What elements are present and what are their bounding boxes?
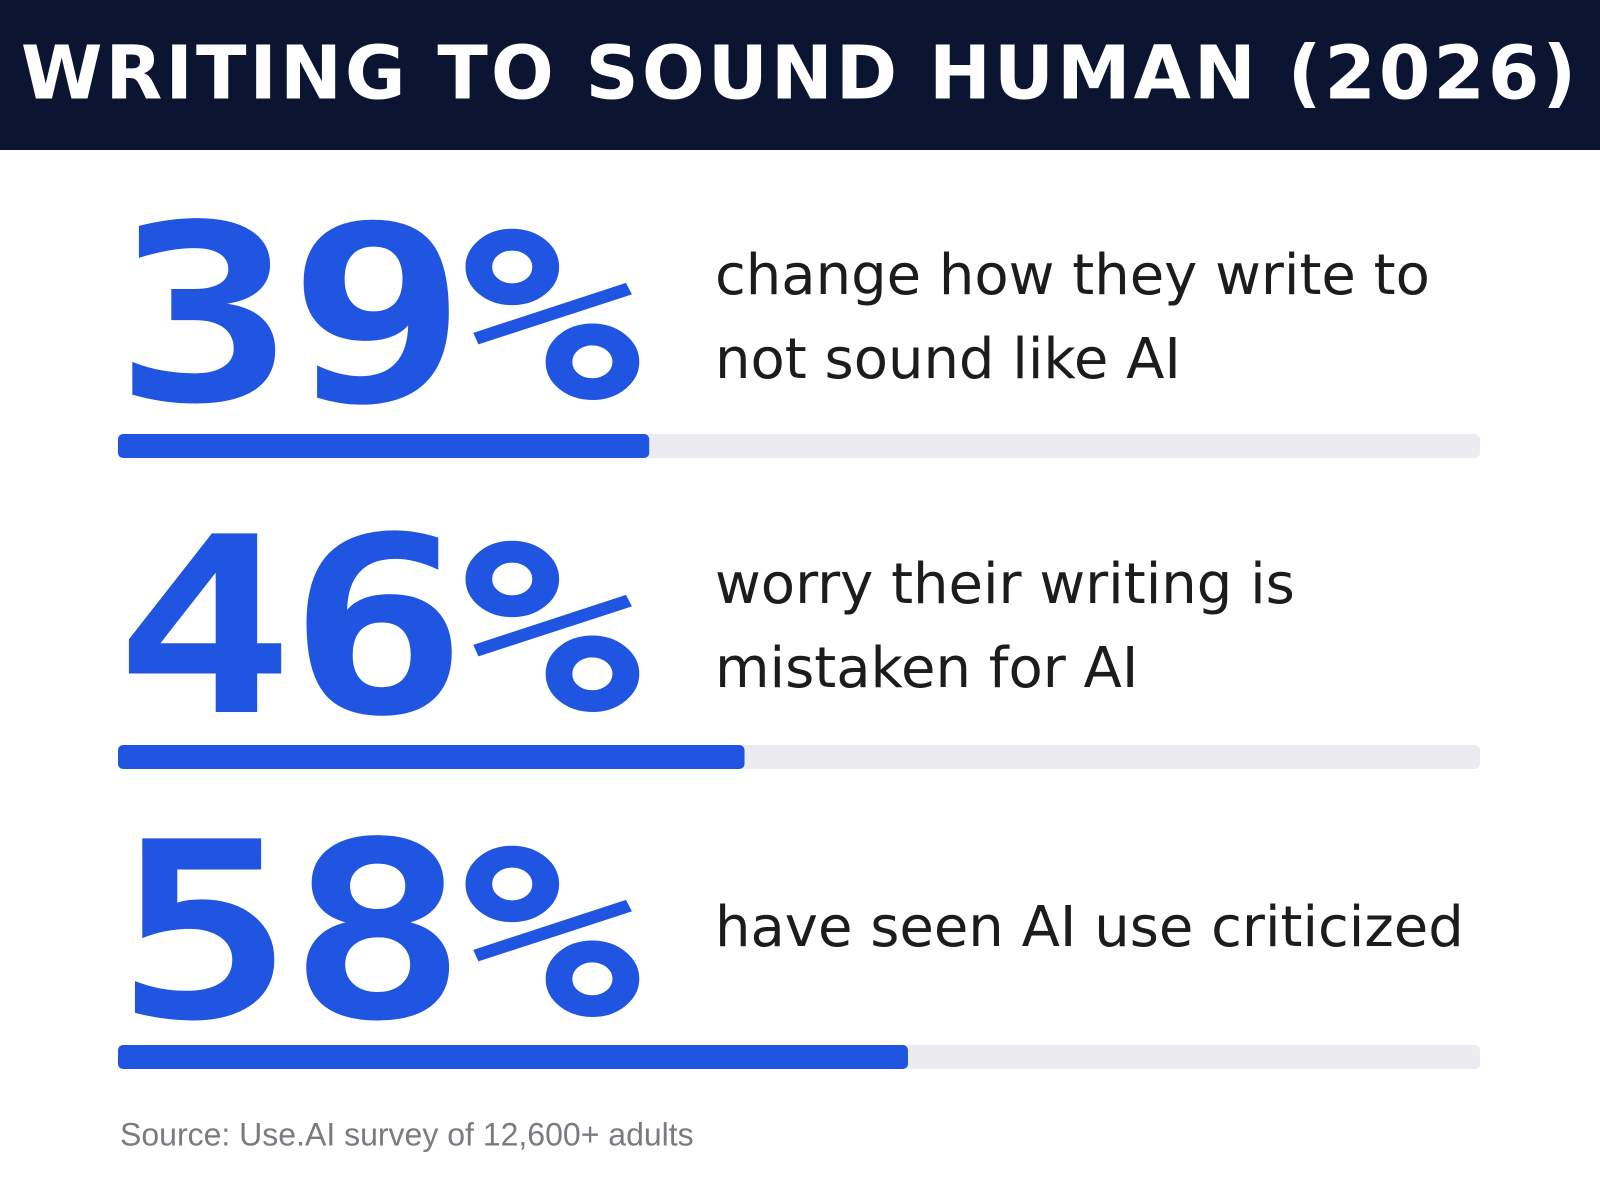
- bar: [118, 1045, 908, 1069]
- value-label: 46%: [114, 485, 639, 770]
- source-note: Source: Use.AI survey of 12,600+ adults: [120, 1116, 694, 1152]
- header-band: [0, 0, 1600, 150]
- bar: [118, 434, 650, 458]
- bar: [118, 745, 745, 769]
- category-label: worry their writing is mistaken for AI: [715, 552, 1295, 701]
- category-label: change how they write to not sound like …: [715, 243, 1430, 392]
- value-label: 58%: [114, 790, 639, 1075]
- value-label: 39%: [114, 173, 639, 458]
- category-label: have seen AI use criticized: [715, 895, 1464, 960]
- chart-title: WRITING TO SOUND HUMAN (2026): [21, 31, 1579, 117]
